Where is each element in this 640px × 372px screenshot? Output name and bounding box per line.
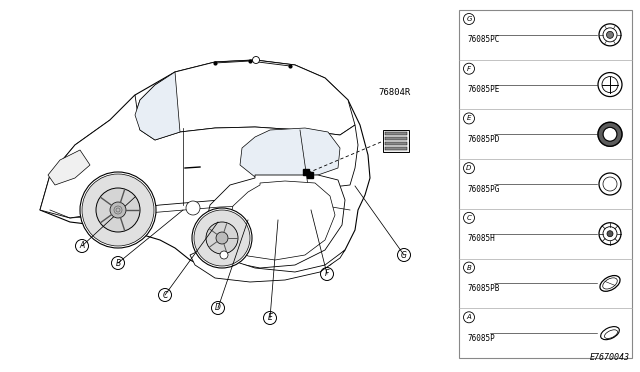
Circle shape <box>192 208 252 268</box>
Circle shape <box>216 232 228 244</box>
Text: 76804R: 76804R <box>378 88 410 97</box>
Circle shape <box>607 31 614 38</box>
Text: B: B <box>115 259 120 267</box>
Bar <box>385 142 407 145</box>
Text: F: F <box>325 269 329 279</box>
Text: C: C <box>467 215 472 221</box>
Polygon shape <box>40 95 358 218</box>
Polygon shape <box>135 72 180 140</box>
Text: B: B <box>467 264 472 270</box>
Text: A: A <box>79 241 84 250</box>
Bar <box>459 10 632 358</box>
Text: F: F <box>467 66 471 72</box>
Text: C: C <box>163 291 168 299</box>
Polygon shape <box>190 248 345 282</box>
Circle shape <box>253 57 259 64</box>
Text: G: G <box>467 16 472 22</box>
Text: D: D <box>467 165 472 171</box>
Bar <box>385 147 407 150</box>
Circle shape <box>206 222 238 254</box>
Circle shape <box>80 172 156 248</box>
Circle shape <box>110 202 126 218</box>
Circle shape <box>220 251 228 259</box>
Text: 76085PE: 76085PE <box>467 85 499 94</box>
Text: E: E <box>467 115 471 121</box>
Text: G: G <box>401 250 407 260</box>
Text: D: D <box>215 304 221 312</box>
Text: 76085PG: 76085PG <box>467 185 499 193</box>
Text: 76085PC: 76085PC <box>467 35 499 44</box>
Circle shape <box>607 231 613 237</box>
Polygon shape <box>205 175 345 268</box>
Text: 76085H: 76085H <box>467 234 495 243</box>
Bar <box>385 137 407 140</box>
Polygon shape <box>48 150 90 185</box>
Polygon shape <box>40 60 370 278</box>
Text: E7670043: E7670043 <box>590 353 630 362</box>
Text: 76085PB: 76085PB <box>467 284 499 293</box>
Circle shape <box>194 210 250 266</box>
Text: 76085PD: 76085PD <box>467 135 499 144</box>
Circle shape <box>96 188 140 232</box>
Bar <box>383 130 409 152</box>
Text: A: A <box>467 314 472 320</box>
Circle shape <box>82 174 154 246</box>
Polygon shape <box>228 181 335 260</box>
Text: E: E <box>268 314 273 323</box>
Polygon shape <box>135 60 355 140</box>
Bar <box>385 132 407 135</box>
Polygon shape <box>240 128 340 178</box>
Text: 76085P: 76085P <box>467 334 495 343</box>
Circle shape <box>186 201 200 215</box>
